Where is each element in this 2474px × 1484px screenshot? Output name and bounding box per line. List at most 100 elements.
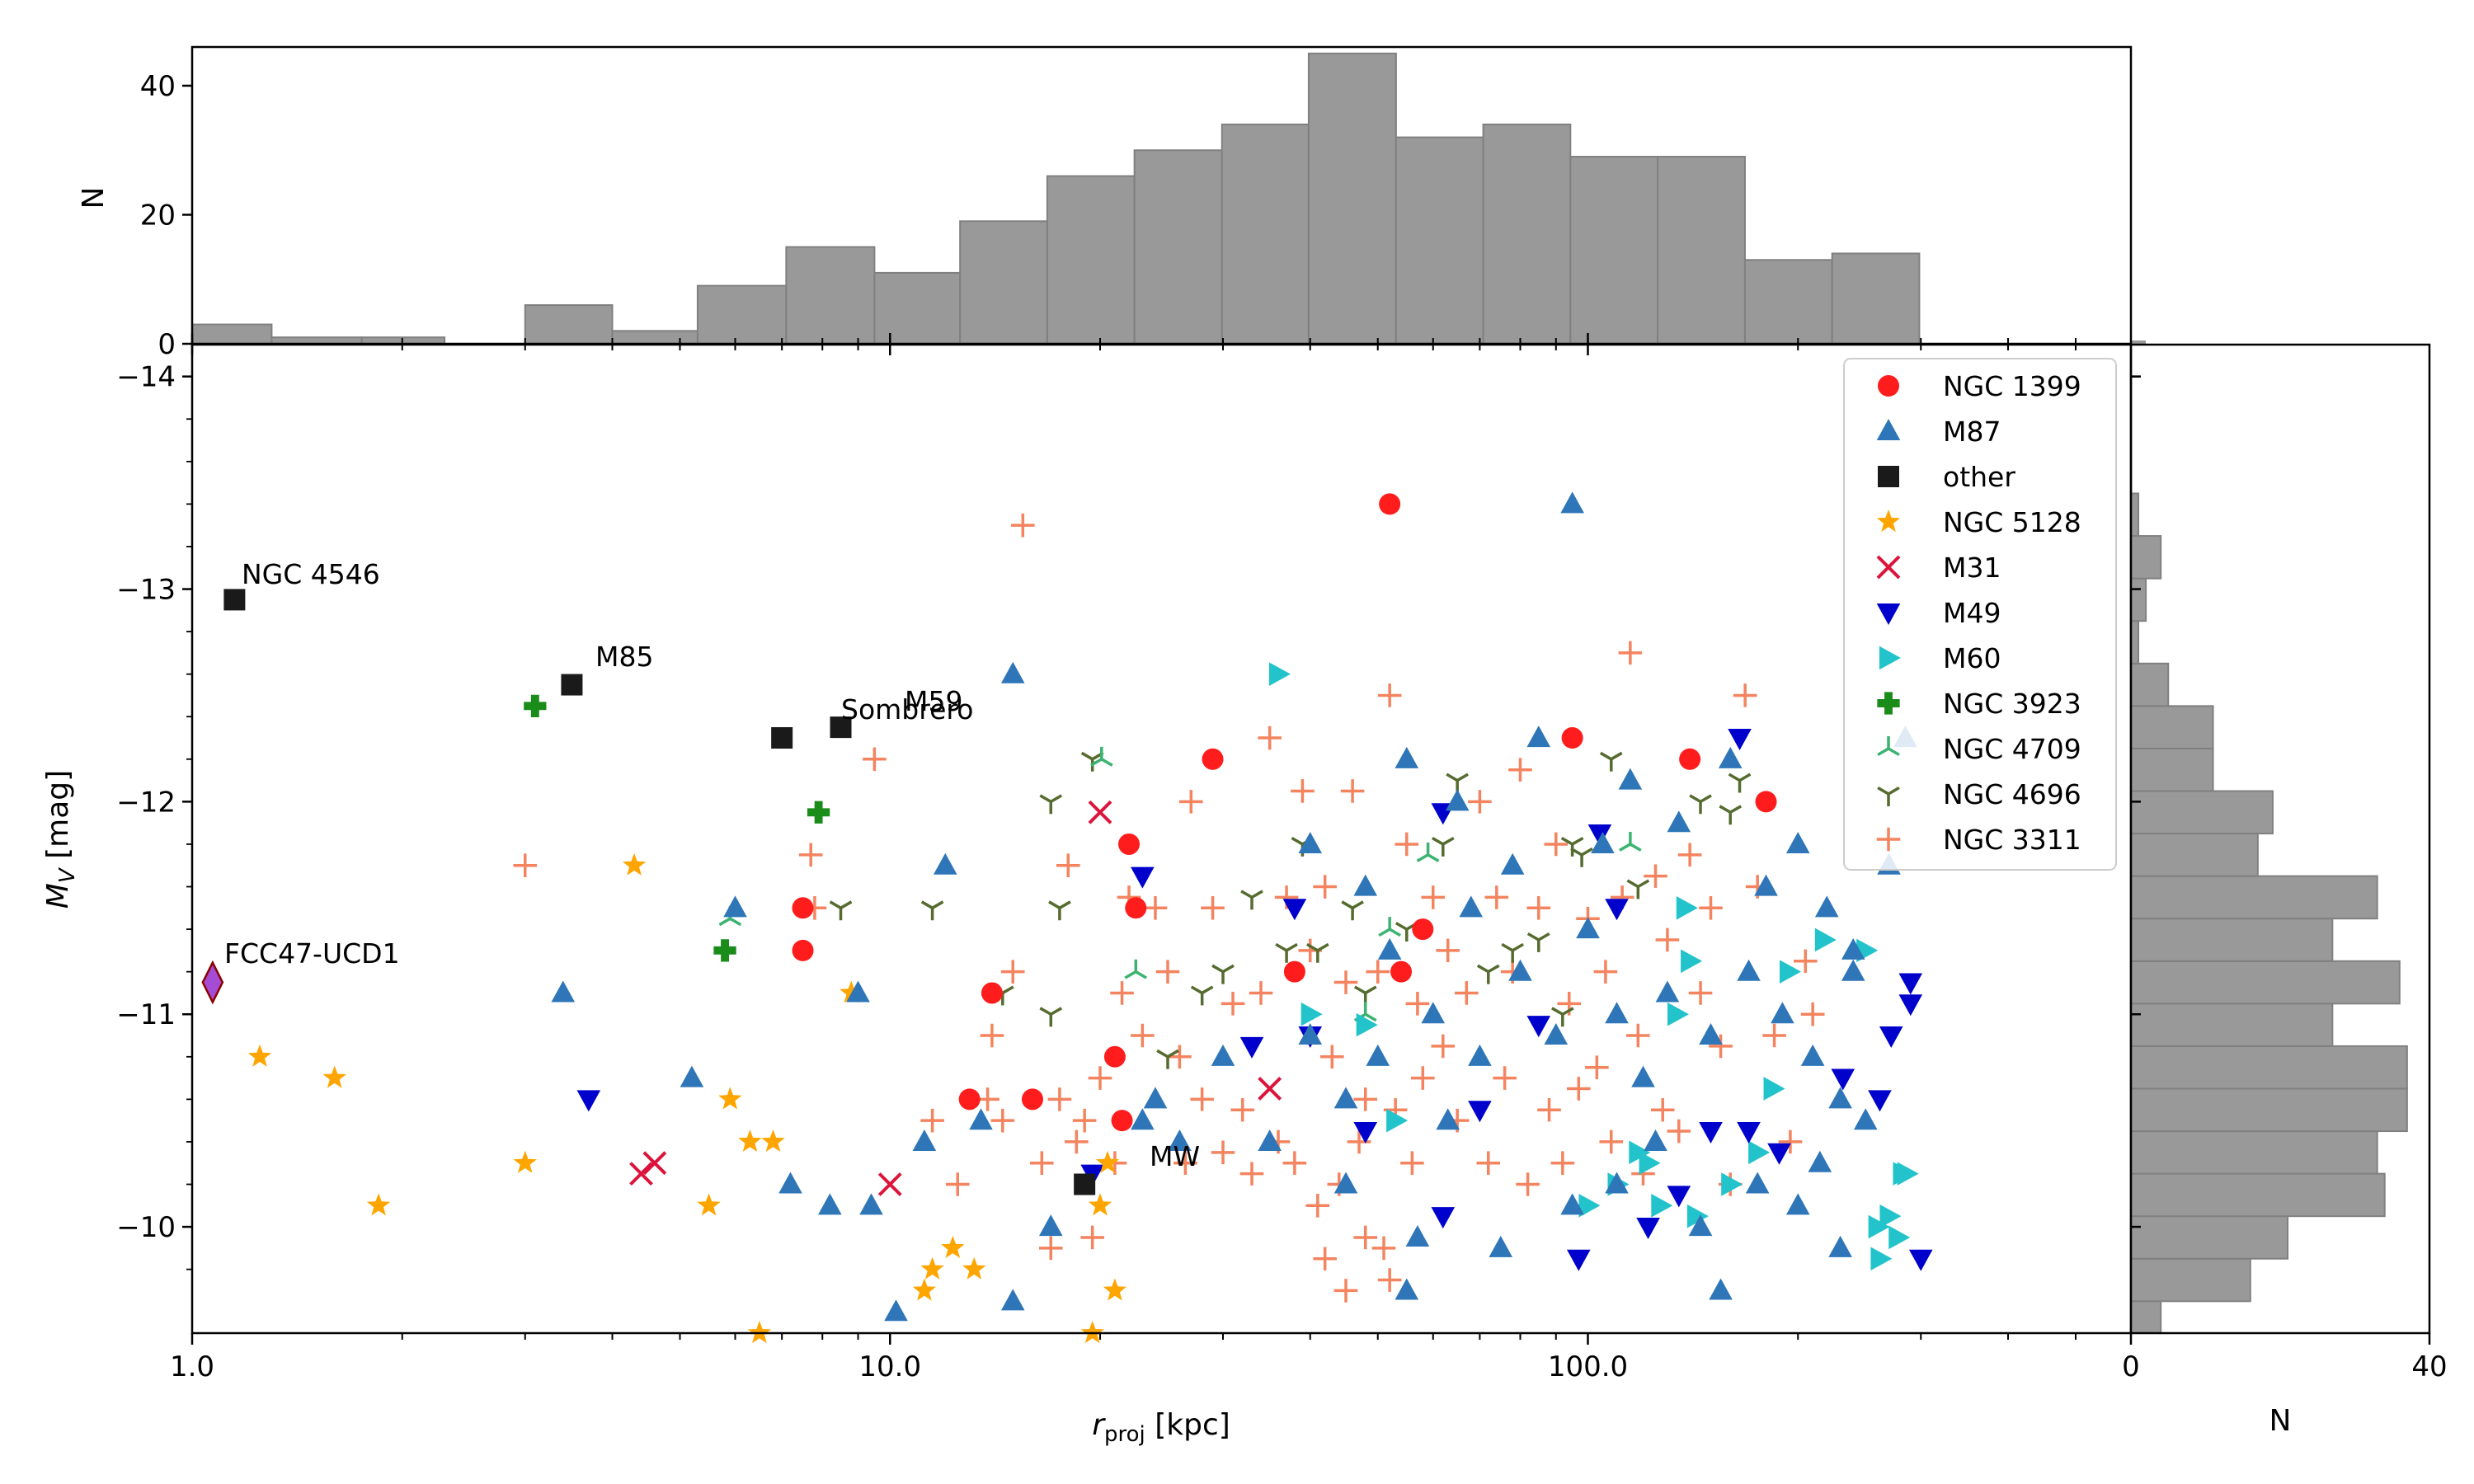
point-ngc-1399 xyxy=(792,897,814,919)
legend-marker-ngc-5128 xyxy=(1876,510,1901,533)
point-m49 xyxy=(1587,824,1612,847)
point-m87 xyxy=(1618,768,1643,790)
legend-label: NGC 5128 xyxy=(1943,506,2081,538)
legend-label: M60 xyxy=(1943,642,2001,674)
point-m31 xyxy=(642,1151,667,1176)
annotation-fcc47-ucd1: FCC47-UCD1 xyxy=(224,937,400,970)
point-ngc-4696 xyxy=(1048,900,1071,921)
scatter-panel: −10 −11 −12 −13 −14 1.0 10.0 100.0 NGC 4546 M85… xyxy=(41,333,2141,1447)
top-histogram-bar xyxy=(1831,252,1921,345)
point-m87 xyxy=(1333,1172,1358,1194)
point-m87 xyxy=(1605,1002,1629,1024)
point-ngc-5128 xyxy=(322,1065,346,1088)
point-m60 xyxy=(1779,960,1801,984)
xtick-label: 10.0 xyxy=(858,1350,921,1383)
right-histogram-bar xyxy=(2130,747,2214,792)
legend-label: M49 xyxy=(1943,597,2001,629)
point-ngc-4709 xyxy=(1378,917,1401,937)
point-m87 xyxy=(1436,1108,1460,1130)
right-histogram-bar xyxy=(2130,875,2378,920)
legend-marker-ngc-4696 xyxy=(1877,786,1900,806)
legend-label: NGC 3923 xyxy=(1943,688,2081,720)
point-ngc-3311 xyxy=(1544,832,1569,857)
point-m87 xyxy=(1445,789,1470,811)
point-m60 xyxy=(1676,896,1698,920)
point-m60 xyxy=(1868,1214,1890,1239)
point-m87 xyxy=(933,852,957,875)
point-m60 xyxy=(1651,1193,1673,1218)
point-ngc-3311 xyxy=(1644,864,1667,888)
point-ngc-4696 xyxy=(1719,805,1743,825)
point-ngc-3311 xyxy=(1431,1034,1456,1059)
point-m60 xyxy=(1879,1204,1902,1228)
point-m87 xyxy=(1377,937,1402,960)
point-ngc-1399 xyxy=(792,939,814,961)
point-ngc-5128 xyxy=(1080,1321,1104,1344)
point-m87 xyxy=(1841,959,1865,981)
top-histogram-bar xyxy=(785,246,876,345)
point-m87 xyxy=(1737,959,1761,981)
point-ngc-4696 xyxy=(1728,773,1752,793)
point-ngc-3311 xyxy=(1762,1023,1786,1048)
point-m31 xyxy=(877,1172,902,1196)
point-m87 xyxy=(1421,1002,1446,1024)
point-ngc-1399 xyxy=(1412,918,1434,941)
point-m49 xyxy=(1908,1249,1933,1271)
point-m87 xyxy=(1168,1129,1192,1151)
point-ngc-4696 xyxy=(1689,794,1712,815)
point-ngc-3311 xyxy=(1313,1247,1337,1271)
point-m87 xyxy=(1000,661,1025,683)
point-ngc-3311 xyxy=(1800,1002,1825,1026)
point-ngc-3311 xyxy=(1080,1225,1104,1250)
ytick-label: −10 xyxy=(116,1211,176,1244)
top-ytick-label: 40 xyxy=(140,70,176,103)
point-m87 xyxy=(1718,746,1743,768)
point-other xyxy=(771,727,793,749)
point-m49 xyxy=(1898,973,1923,995)
point-ngc-3311 xyxy=(1667,1119,1691,1144)
point-m49 xyxy=(1353,1121,1378,1144)
point-m87 xyxy=(1459,895,1484,918)
point-ngc-3311 xyxy=(1088,1066,1112,1090)
point-m87 xyxy=(1591,831,1615,853)
point-m87 xyxy=(1211,1044,1235,1066)
point-ngc-3311 xyxy=(1699,896,1723,920)
point-ngc-3923 xyxy=(713,939,736,962)
point-ngc-3311 xyxy=(1476,1151,1501,1176)
point-ngc-4709 xyxy=(1619,831,1642,852)
point-ngc-4696 xyxy=(1275,942,1298,963)
point-ngc-4696 xyxy=(920,900,944,921)
point-m60 xyxy=(1356,1012,1378,1037)
point-ngc-1399 xyxy=(1390,960,1413,983)
top-histogram-bar xyxy=(2131,340,2146,344)
point-ngc-1399 xyxy=(1679,748,1701,770)
right-histogram-bar xyxy=(2130,1003,2334,1047)
legend-marker-ngc-3923 xyxy=(1877,692,1900,715)
point-m60 xyxy=(1386,1108,1409,1133)
legend-label: other xyxy=(1943,461,2015,493)
point-ngc-4709 xyxy=(1090,746,1113,767)
point-ngc-3311 xyxy=(1421,885,1446,909)
point-m49 xyxy=(1526,1016,1551,1038)
point-ngc-3311 xyxy=(1537,1097,1561,1122)
point-m60 xyxy=(1639,1151,1661,1176)
top-histogram-bar xyxy=(1046,175,1136,345)
point-ngc-4696 xyxy=(1501,942,1524,963)
point-ngc-3311 xyxy=(990,1108,1015,1133)
scatter-xlabel: rproj [kpc] xyxy=(1092,1408,1230,1447)
annotation-m59: M59 xyxy=(905,685,962,717)
point-m31 xyxy=(1258,1077,1282,1101)
point-ngc-3311 xyxy=(1000,960,1025,984)
point-ngc-3311 xyxy=(1190,1087,1214,1111)
point-m87 xyxy=(723,895,747,918)
top-histogram-bar xyxy=(1482,123,1572,345)
point-other xyxy=(561,674,583,696)
point-ngc-5128 xyxy=(718,1087,742,1110)
point-ngc-3311 xyxy=(1072,1108,1097,1133)
point-m87 xyxy=(1526,726,1551,748)
point-m87 xyxy=(1631,1065,1655,1087)
point-ngc-4696 xyxy=(1240,890,1263,910)
top-histogram-bar xyxy=(191,323,273,345)
point-ngc-3311 xyxy=(1585,1055,1609,1079)
